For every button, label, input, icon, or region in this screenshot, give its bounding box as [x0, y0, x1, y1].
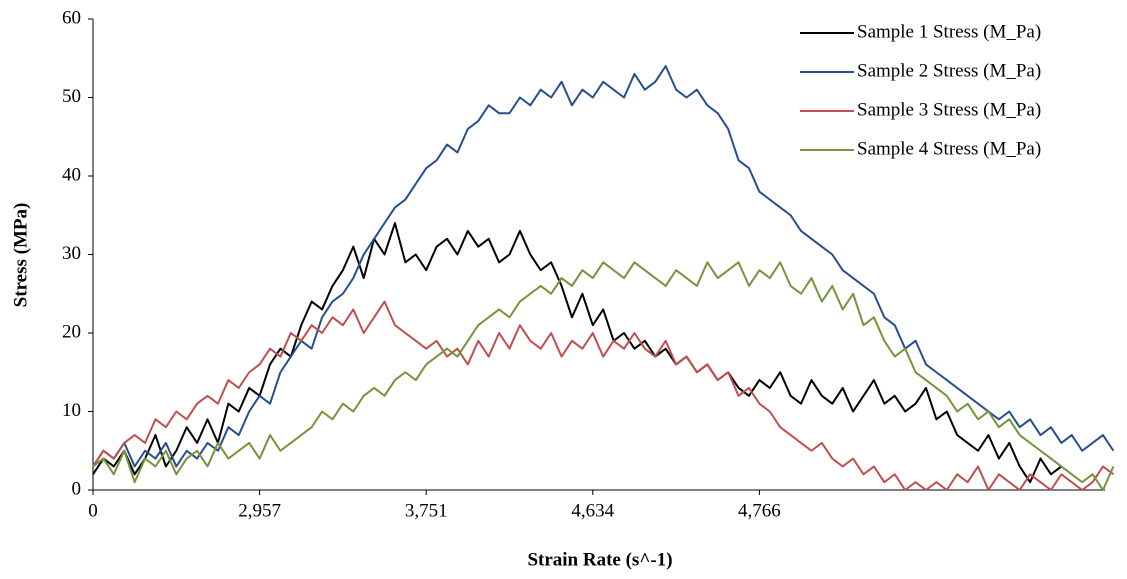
y-tick-label: 10: [62, 400, 81, 421]
y-tick-label: 40: [62, 164, 81, 185]
y-tick-label: 0: [72, 478, 82, 499]
x-tick-label: 3,751: [405, 500, 448, 521]
legend-label: Sample 4 Stress (M_Pa): [857, 138, 1041, 159]
y-tick-label: 50: [62, 86, 81, 107]
series-line: [92, 65, 1115, 468]
x-tick-label: 4,766: [738, 500, 781, 521]
series-line: [92, 261, 1115, 491]
y-axis-title: Stress (MPa): [10, 203, 31, 308]
y-tick-label: 20: [62, 321, 81, 342]
series-line: [92, 222, 1062, 484]
legend-label: Sample 2 Stress (M_Pa): [857, 60, 1041, 81]
legend-label: Sample 1 Stress (M_Pa): [857, 21, 1041, 42]
x-tick-label: 0: [88, 500, 98, 521]
x-tick-label: 2,957: [238, 500, 281, 521]
x-tick-label: 4,634: [571, 500, 614, 521]
legend-label: Sample 3 Stress (M_Pa): [857, 99, 1041, 120]
y-tick-label: 30: [62, 243, 81, 264]
x-axis-title: Strain Rate (s^-1): [527, 549, 672, 570]
y-tick-label: 60: [62, 7, 81, 28]
series-line: [92, 300, 1115, 491]
